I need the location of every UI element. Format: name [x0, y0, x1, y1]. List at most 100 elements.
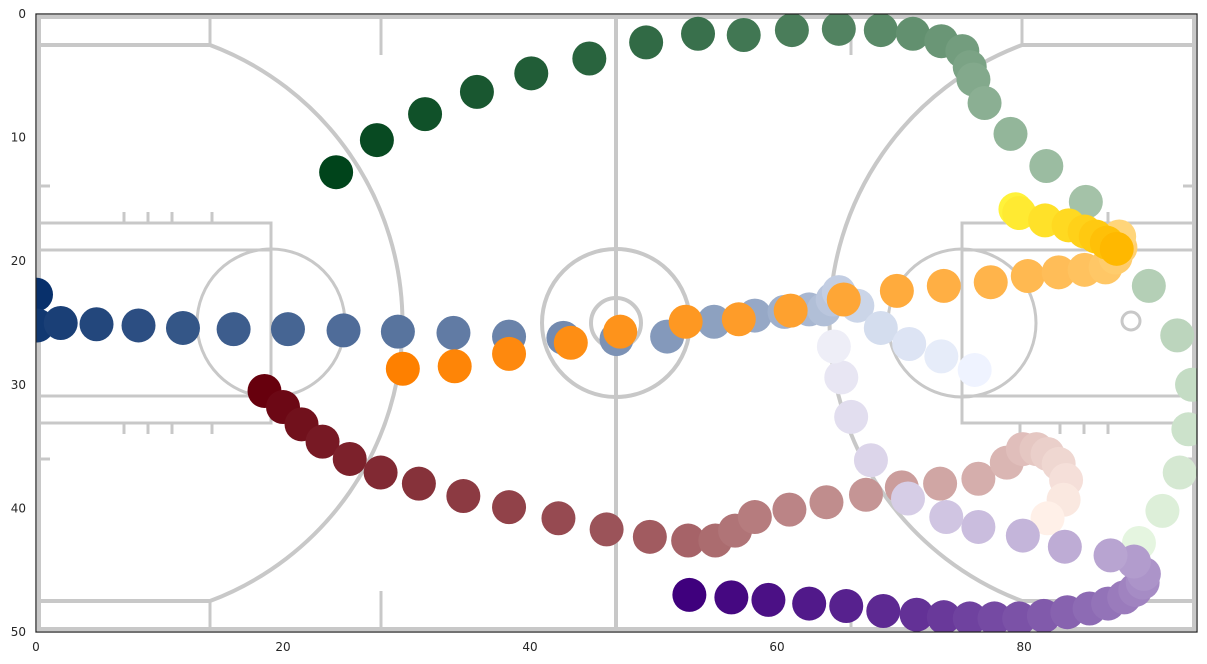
- series-5-point-6: [363, 455, 398, 490]
- series-1-point-27: [1162, 455, 1197, 490]
- series-3-point-4: [553, 325, 588, 360]
- x-axis-ticks: 0 20 40 60 80: [32, 640, 1032, 654]
- series-1-point-11: [821, 14, 856, 46]
- series-6-point-11: [1002, 601, 1037, 632]
- series-6-point-2: [714, 580, 749, 615]
- series-6-point-5: [829, 589, 864, 624]
- y-tick-label: 20: [11, 254, 26, 268]
- series-2-point-16: [697, 304, 732, 339]
- series-1-point-9: [726, 18, 761, 53]
- series-6-point-9: [952, 601, 987, 632]
- series-1-point-2: [359, 123, 394, 158]
- series-3-point-6: [668, 304, 703, 339]
- series-3-point-10: [879, 273, 914, 308]
- series-6-point-26: [890, 481, 925, 516]
- series-1-point-12: [863, 14, 898, 48]
- series-1-point-24: [1160, 318, 1195, 353]
- series-4-point-2: [1002, 195, 1037, 230]
- series-1-point-6: [572, 41, 607, 76]
- series-6-point-6: [866, 593, 901, 628]
- series-5-point-7: [401, 466, 436, 501]
- series-1-point-3: [408, 97, 443, 132]
- series-5-point-30: [1030, 501, 1065, 536]
- x-tick-label: 80: [1016, 640, 1031, 654]
- series-6-point-29: [824, 360, 859, 395]
- x-tick-label: 0: [32, 640, 40, 654]
- series-6-point-21: [1093, 538, 1128, 573]
- series-6-point-10: [977, 601, 1012, 632]
- series-5-point-13: [671, 523, 706, 558]
- y-tick-label: 10: [11, 131, 26, 145]
- series-6-point-24: [961, 509, 996, 544]
- series-1-point-20: [1029, 149, 1064, 184]
- series-2-point-11: [436, 315, 471, 350]
- series-2-point-26: [924, 339, 959, 374]
- x-tick-label: 40: [522, 640, 537, 654]
- series-1-point-7: [629, 25, 664, 60]
- series-1-point-13: [895, 16, 930, 51]
- series-2-point-9: [326, 313, 361, 348]
- series-2-point-27: [957, 352, 992, 387]
- series-3-point-13: [1010, 259, 1045, 294]
- series-6-point-28: [834, 399, 869, 434]
- series-2-point-25: [892, 327, 927, 362]
- series-6-point-23: [1005, 518, 1040, 553]
- series-1-point-18: [967, 85, 1002, 120]
- series-5-point-12: [632, 519, 667, 554]
- series-6-point-30: [816, 329, 851, 364]
- series-3-point-2: [437, 349, 472, 384]
- series-5-point-16: [737, 500, 772, 535]
- series-3-point-8: [773, 293, 808, 328]
- series-6-point-4: [792, 586, 827, 621]
- series-5-point-21: [923, 466, 958, 501]
- series-5-point-19: [848, 477, 883, 512]
- series-1-point-28: [1145, 493, 1180, 528]
- series-5-point-4: [305, 424, 340, 459]
- series-6-point-8: [926, 600, 961, 632]
- series-2-point-10: [380, 314, 415, 349]
- y-tick-label: 0: [18, 7, 26, 21]
- series-5-point-17: [772, 492, 807, 527]
- plot-frame: [35, 13, 1198, 633]
- y-tick-label: 40: [11, 501, 26, 515]
- series-3-point-12: [973, 265, 1008, 300]
- series-5-point-22: [961, 461, 996, 496]
- series-2-point-5: [121, 308, 156, 343]
- series-2-point-24: [863, 310, 898, 345]
- series-1-point-1: [319, 155, 354, 190]
- series-1-point-8: [681, 16, 716, 51]
- series-3-point-1: [385, 351, 420, 386]
- series-6-point-1: [672, 577, 707, 612]
- y-tick-label: 50: [11, 625, 26, 639]
- series-3-point-14: [1041, 255, 1076, 290]
- series-6-point-7: [899, 597, 934, 632]
- series-6-point-25: [929, 500, 964, 535]
- series-3-point-11: [926, 268, 961, 303]
- series-1-point-25: [1175, 367, 1197, 402]
- series-3-point-5: [603, 314, 638, 349]
- series-1-point-26: [1171, 412, 1197, 447]
- series-6-point-27: [853, 443, 888, 478]
- series-6-point-22: [1047, 529, 1082, 564]
- x-tick-label: 60: [769, 640, 784, 654]
- series-2-point-1: [36, 277, 53, 312]
- trajectory-points: [36, 14, 1197, 632]
- series-5-point-11: [589, 512, 624, 547]
- series-5-point-5: [332, 441, 367, 476]
- series-2-point-8: [270, 312, 305, 347]
- series-1-point-21: [1068, 184, 1103, 219]
- y-axis-ticks: 0 10 20 30 40 50: [11, 7, 26, 639]
- series-3-point-9: [826, 282, 861, 317]
- series-5-point-9: [492, 490, 527, 525]
- series-4-point-8: [1099, 231, 1134, 266]
- series-2-point-4: [79, 307, 114, 342]
- series-5-point-10: [541, 501, 576, 536]
- series-2-point-3: [43, 306, 78, 340]
- series-3-point-3: [492, 336, 527, 371]
- x-tick-label: 20: [275, 640, 290, 654]
- y-tick-label: 30: [11, 378, 26, 392]
- series-1-point-5: [514, 56, 549, 91]
- series-5-point-8: [446, 479, 481, 514]
- series-1-point-19: [993, 116, 1028, 151]
